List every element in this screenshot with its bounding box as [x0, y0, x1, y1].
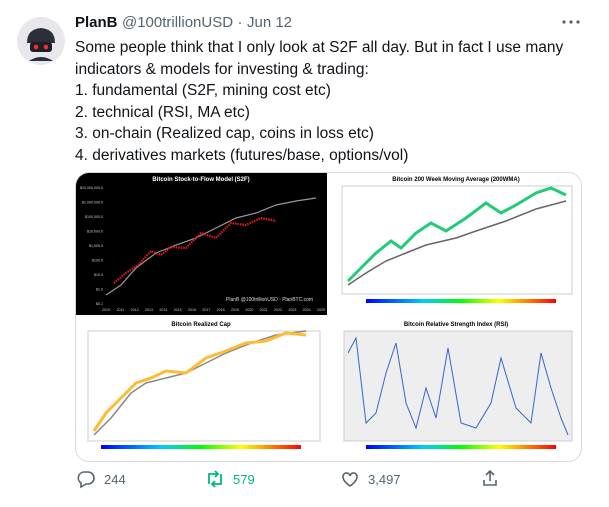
- retweet-icon[interactable]: [204, 469, 226, 489]
- x-tick-label: 2023: [288, 308, 296, 312]
- y-tick-label: $1.0: [96, 288, 103, 292]
- text-line: 2. technical (RSI, MA etc): [75, 103, 250, 121]
- retweet-count: 579: [233, 472, 255, 487]
- handle[interactable]: @100trillionUSD: [121, 14, 234, 31]
- text-line: 4. derivatives markets (futures/base, op…: [75, 146, 409, 164]
- separator: ·: [237, 14, 243, 31]
- more-button[interactable]: [560, 14, 582, 30]
- x-tick-label: 2016: [188, 308, 196, 312]
- reply-icon[interactable]: [76, 469, 96, 489]
- y-tick-label: $10.0: [94, 273, 103, 277]
- y-tick-label: $10,000.0: [87, 230, 103, 234]
- y-tick-label: $10,000,000.0: [80, 186, 103, 190]
- text-line: indicators & models for investing & trad…: [75, 60, 369, 78]
- like-icon[interactable]: [340, 469, 360, 489]
- x-tick-label: 2013: [145, 308, 153, 312]
- y-tick-label: $1,000,000.0: [82, 201, 103, 205]
- text-line: 1. fundamental (S2F, mining cost etc): [75, 82, 331, 99]
- user-name[interactable]: PlanB: [75, 14, 118, 31]
- x-tick-label: 2022: [274, 308, 282, 312]
- y-tick-label: $0.1: [96, 302, 103, 306]
- x-tick-label: 2012: [131, 308, 139, 312]
- x-tick-label: 2021: [260, 308, 268, 312]
- y-tick-label: $100,000.0: [85, 215, 103, 219]
- avatar[interactable]: [17, 17, 65, 65]
- share-icon[interactable]: [480, 468, 500, 488]
- reply-count: 244: [104, 472, 126, 487]
- text-line: 3. on-chain (Realized cap, coins in loss…: [75, 125, 374, 142]
- like-count: 3,497: [368, 472, 401, 487]
- x-tick-label: 2011: [116, 308, 124, 312]
- y-tick-label: $100.0: [92, 259, 103, 263]
- x-tick-label: 2017: [202, 308, 210, 312]
- x-tick-label: 2018: [217, 308, 225, 312]
- chart-title: Bitcoin 200 Week Moving Average (200WMA): [392, 177, 519, 183]
- y-tick-label: $1,000.0: [89, 244, 103, 248]
- watermark: PlanB @100trillionUSD - PlanBTC.com: [226, 297, 313, 303]
- x-tick-label: 2019: [231, 308, 239, 312]
- x-tick-label: 2025: [317, 308, 325, 312]
- chart-title: Bitcoin Stock-to-Flow Model (S2F): [152, 177, 249, 183]
- text-line: Some people think that I only look at S2…: [75, 39, 564, 56]
- x-tick-label: 2015: [174, 308, 182, 312]
- media: Bitcoin Stock-to-Flow Model (S2F) $10,00…: [76, 173, 581, 461]
- x-tick-label: 2024: [303, 308, 311, 312]
- chart-title: Bitcoin Realized Cap: [171, 322, 231, 328]
- x-tick-label: 2014: [159, 308, 167, 312]
- x-tick-label: 2010: [102, 308, 110, 312]
- date[interactable]: Jun 12: [246, 14, 293, 31]
- x-tick-label: 2020: [245, 308, 253, 312]
- chart-title: Bitcoin Relative Strength Index (RSI): [404, 322, 508, 328]
- media-grid[interactable]: Bitcoin Stock-to-Flow Model (S2F) $10,00…: [75, 172, 582, 462]
- header: PlanB @100trillionUSD · Jun 12: [75, 14, 292, 32]
